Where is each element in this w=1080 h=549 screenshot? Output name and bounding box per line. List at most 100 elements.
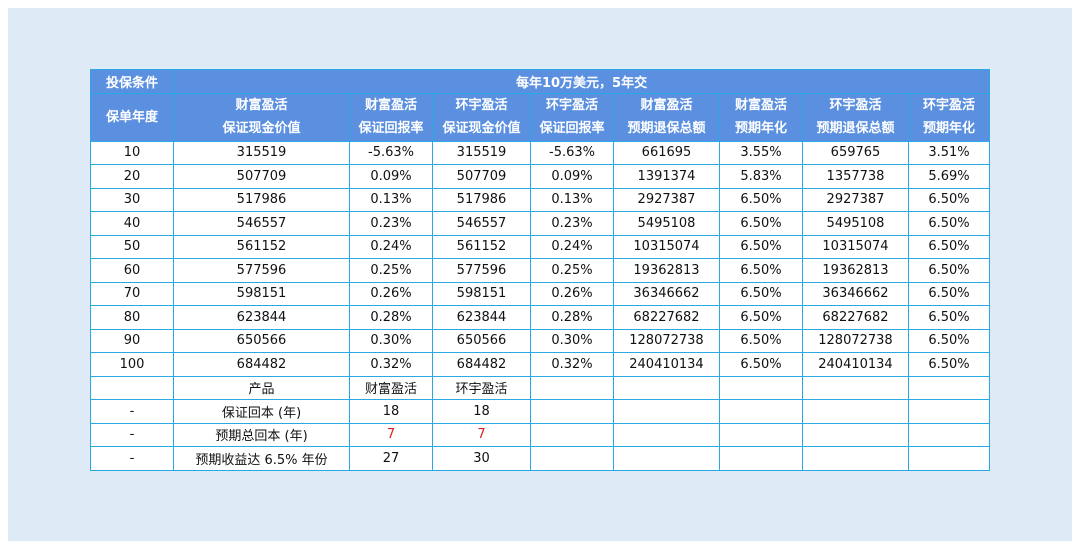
empty-cell (719, 399, 803, 424)
table-cell: 10315074 (802, 234, 909, 259)
empty-cell (530, 422, 614, 447)
table-cell: 0.32% (349, 352, 433, 377)
table-cell: 546557 (432, 211, 531, 236)
table-cell: 0.30% (530, 328, 614, 353)
policy-year-cell: 30 (90, 187, 174, 212)
summary-b-cell: 18 (432, 399, 531, 424)
table-cell: 1357738 (802, 164, 909, 189)
table-row: 100 684482 0.32% 684482 0.32% 240410134 6.50% 2… (90, 352, 991, 377)
table-cell: 6.50% (719, 281, 803, 306)
table-cell: 546557 (173, 211, 350, 236)
table-cell: 5.69% (907, 164, 991, 189)
empty-cell (613, 375, 720, 400)
table-cell: 36346662 (802, 281, 909, 306)
table-cell: 659765 (802, 140, 909, 165)
column-header: 财富盈活保证现金价值 (173, 92, 350, 142)
table-cell: 0.24% (530, 234, 614, 259)
table-cell: 6.50% (719, 305, 803, 330)
column-header: 财富盈活 预期年化 (719, 92, 803, 142)
summary-marker-cell: - (90, 422, 174, 447)
table-cell: 0.26% (349, 281, 433, 306)
empty-cell (530, 446, 614, 471)
table-cell: 684482 (432, 352, 531, 377)
summary-b-cell: 30 (432, 446, 531, 471)
table-cell: 650566 (173, 328, 350, 353)
column-header-line1: 环宇盈活 (829, 98, 882, 113)
table-cell: 68227682 (613, 305, 720, 330)
column-header-line2: 保证回报率 (358, 121, 424, 136)
summary-row: - 预期收益达 6.5% 年份 27 30 (90, 446, 991, 471)
empty-cell (802, 375, 909, 400)
table-cell: 0.13% (530, 187, 614, 212)
table-cell: -5.63% (349, 140, 433, 165)
table-cell: 0.28% (530, 305, 614, 330)
table-cell: 3.55% (719, 140, 803, 165)
table-cell: 36346662 (613, 281, 720, 306)
policy-year-cell: 70 (90, 281, 174, 306)
condition-label: 投保条件 (90, 69, 174, 94)
empty-cell (613, 399, 720, 424)
year-label: 保单年度 (90, 92, 174, 142)
table-cell: 128072738 (802, 328, 909, 353)
column-header-line1: 财富盈活 (364, 98, 417, 113)
empty-cell (530, 375, 614, 400)
table-cell: 6.50% (719, 328, 803, 353)
column-header-line2: 预期年化 (734, 121, 787, 136)
column-header-line1: 财富盈活 (640, 98, 693, 113)
table-cell: 684482 (173, 352, 350, 377)
table-cell: 623844 (173, 305, 350, 330)
summary-a-cell: 财富盈活 (349, 375, 433, 400)
table-cell: 2927387 (802, 187, 909, 212)
table-cell: 561152 (173, 234, 350, 259)
column-header: 财富盈活 预期退保总额 (613, 92, 720, 142)
condition-value: 每年10万美元，5年交 (172, 69, 991, 94)
table-cell: 19362813 (802, 258, 909, 283)
policy-year-cell: 40 (90, 211, 174, 236)
table-cell: 561152 (432, 234, 531, 259)
table-cell: 577596 (173, 258, 350, 283)
table-cell: 6.50% (719, 352, 803, 377)
empty-cell (719, 422, 803, 447)
summary-product-row: 产品 财富盈活 环宇盈活 (90, 375, 991, 400)
column-header-line2: 预期年化 (923, 121, 976, 136)
table-cell: 1391374 (613, 164, 720, 189)
table-cell: 3.51% (907, 140, 991, 165)
table-cell: 623844 (432, 305, 531, 330)
table-cell: -5.63% (530, 140, 614, 165)
table-cell: 240410134 (802, 352, 909, 377)
table-cell: 315519 (173, 140, 350, 165)
summary-row: - 预期总回本 (年) 7 7 (90, 422, 991, 447)
empty-cell (802, 446, 909, 471)
table-cell: 2927387 (613, 187, 720, 212)
column-header-line1: 环宇盈活 (545, 98, 598, 113)
policy-year-cell: 20 (90, 164, 174, 189)
summary-label-cell: 产品 (173, 375, 350, 400)
comparison-table: 投保条件 每年10万美元，5年交 保单年度 财富盈活 保证现金价值 财富盈活 保证回报… (90, 69, 991, 471)
table-cell: 5495108 (802, 211, 909, 236)
column-header-line1: 财富盈活 (235, 98, 288, 113)
table-row: 20 507709 0.09% 507709 0.09% 1391374 5.83% 1357… (90, 164, 991, 189)
table-cell: 0.23% (349, 211, 433, 236)
table-cell: 68227682 (802, 305, 909, 330)
table-cell: 517986 (173, 187, 350, 212)
table-row: 70 598151 0.26% 598151 0.26% 36346662 6.50% 363… (90, 281, 991, 306)
table-cell: 0.30% (349, 328, 433, 353)
column-header-line2: 保证现金价值 (222, 121, 301, 136)
table-cell: 10315074 (613, 234, 720, 259)
summary-label-cell: 预期总回本 (年) (173, 422, 350, 447)
table-cell: 6.50% (907, 328, 991, 353)
table-row: 50 561152 0.24% 561152 0.24% 10315074 6.50% 103… (90, 234, 991, 259)
summary-b-cell: 环宇盈活 (432, 375, 531, 400)
table-cell: 507709 (432, 164, 531, 189)
table-cell: 6.50% (907, 305, 991, 330)
empty-cell (802, 399, 909, 424)
summary-marker-cell: - (90, 399, 174, 424)
summary-label-cell: 保证回本 (年) (173, 399, 350, 424)
table-cell: 6.50% (907, 187, 991, 212)
policy-year-cell: 50 (90, 234, 174, 259)
table-cell: 598151 (173, 281, 350, 306)
column-header-line1: 环宇盈活 (455, 98, 508, 113)
summary-marker-cell (90, 375, 174, 400)
column-header: 环宇盈活 保证现金价值 (432, 92, 531, 142)
empty-cell (907, 446, 991, 471)
